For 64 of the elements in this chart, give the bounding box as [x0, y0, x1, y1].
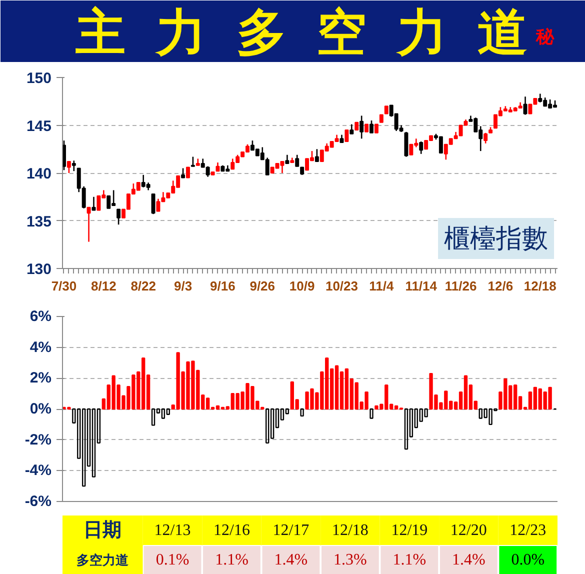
x-tick-label: 9/16	[210, 278, 236, 294]
category-label: 12/18	[332, 522, 368, 539]
data-label: 1.4%	[274, 552, 308, 568]
bar	[370, 408, 374, 419]
text: 日期	[83, 520, 122, 541]
x-tick-label: 8/12	[91, 278, 116, 294]
candlestick	[523, 96, 528, 116]
x-tick-label: 12/18	[524, 278, 556, 294]
y-tick-label: 130	[26, 261, 52, 278]
y-tick-label: -6%	[24, 493, 52, 510]
data-label: 0.1%	[156, 552, 190, 568]
candlestick	[314, 148, 319, 162]
candlestick	[72, 160, 76, 172]
candlestick	[116, 208, 121, 226]
bar	[300, 408, 304, 417]
candlestick	[350, 124, 354, 134]
chart-subtitle: 秘	[534, 26, 555, 46]
data-label: 1.1%	[215, 552, 248, 568]
category-label: 12/13	[154, 522, 191, 539]
candlestick	[370, 120, 374, 134]
x-tick-label: 11/26	[444, 278, 477, 294]
candlestick	[151, 193, 156, 215]
category-label: 12/23	[510, 522, 546, 539]
category-label: 12/17	[272, 522, 310, 539]
candlestick	[344, 130, 349, 142]
y-tick-label: 150	[26, 70, 52, 87]
x-tick-label: 10/9	[289, 278, 315, 294]
candlestick	[66, 160, 71, 174]
candlestick	[404, 131, 408, 158]
candlestick	[181, 168, 186, 178]
category-label: 12/16	[214, 522, 250, 539]
x-tick-label: 11/14	[405, 278, 438, 294]
y-tick-label: 0%	[30, 400, 52, 418]
y-tick-label: -4%	[24, 462, 52, 480]
x-tick-label: 7/30	[51, 278, 77, 294]
x-tick-label: 8/22	[130, 278, 156, 294]
x-tick-label: 11/4	[369, 278, 394, 294]
y-tick-label: 4%	[30, 338, 52, 356]
y-tick-label: 140	[26, 166, 52, 182]
y-tick-label: 145	[26, 118, 52, 135]
data-label: 1.1%	[392, 552, 426, 568]
candlestick	[419, 140, 424, 155]
candlestick	[190, 156, 195, 167]
x-tick-label: 12/6	[488, 278, 514, 294]
x-tick-label: 9/3	[174, 278, 192, 294]
candlestick	[295, 154, 300, 167]
y-tick-label: -2%	[24, 431, 52, 448]
y-tick-label: 2%	[30, 370, 52, 387]
x-tick-label: 9/26	[250, 278, 276, 294]
data-label: 0.0%	[511, 552, 545, 568]
data-label: 1.3%	[334, 552, 367, 568]
y-tick-label: 135	[26, 213, 52, 230]
data-label: 1.4%	[452, 552, 486, 568]
x-tick-label: 10/23	[325, 278, 358, 294]
annotation: 櫃檯指數	[444, 224, 548, 253]
category-label: 12/20	[450, 522, 487, 539]
category-label: 12/19	[391, 522, 428, 539]
candlestick	[86, 206, 91, 242]
candlestick	[360, 115, 364, 140]
chart-title: 主力多空力道	[74, 4, 528, 60]
y-tick-label: 6%	[30, 308, 52, 325]
candlestick	[186, 166, 190, 178]
text: 多空力道	[76, 552, 130, 568]
candlestick	[484, 132, 488, 144]
